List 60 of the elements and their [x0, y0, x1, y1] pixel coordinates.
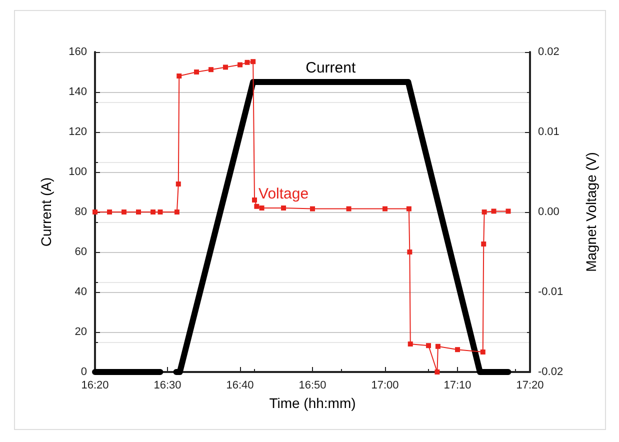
point — [176, 74, 182, 78]
point — [310, 206, 315, 212]
y-tick-label: 140 — [68, 86, 87, 98]
point — [174, 210, 180, 214]
point — [346, 206, 352, 212]
x-tick-label: 17:20 — [516, 380, 544, 392]
point — [194, 70, 200, 74]
point — [250, 59, 256, 64]
x-tick-label: 17:00 — [371, 380, 399, 392]
point — [150, 210, 156, 214]
point — [481, 242, 486, 246]
point — [158, 210, 163, 214]
point — [238, 62, 243, 68]
series-label: Current — [306, 60, 356, 76]
x-tick-label: 17:10 — [444, 380, 472, 392]
x-axis-title: Time (hh:mm) — [269, 395, 356, 411]
y2-axis-title: Magnet Voltage (V) — [583, 152, 599, 272]
point — [406, 206, 412, 212]
point — [434, 370, 440, 374]
series-label: Voltage — [258, 186, 309, 202]
point — [122, 210, 127, 214]
point — [244, 60, 250, 65]
point — [482, 210, 487, 214]
y2-tick-label: 0.02 — [538, 46, 560, 58]
point — [407, 250, 412, 254]
point — [208, 67, 214, 72]
point — [92, 210, 98, 214]
point — [252, 198, 258, 202]
point — [506, 208, 511, 214]
point — [259, 206, 264, 210]
point — [176, 182, 181, 186]
y2-tick-label: -0.01 — [538, 286, 564, 298]
y2-tick-label: 0.01 — [538, 126, 560, 138]
point — [408, 342, 413, 346]
y-tick-label: 100 — [68, 166, 87, 178]
point — [435, 344, 440, 349]
x-tick-label: 16:50 — [298, 380, 326, 392]
point — [491, 208, 496, 214]
y-axis-title: Current (A) — [38, 177, 54, 247]
point — [455, 347, 460, 352]
point — [223, 64, 228, 70]
point — [382, 206, 388, 212]
y-tick-label: 20 — [74, 326, 87, 338]
point — [281, 206, 286, 210]
point — [107, 210, 112, 214]
point — [254, 204, 260, 209]
y-tick-label: 60 — [74, 246, 87, 258]
x-tick-label: 16:40 — [226, 380, 254, 392]
y2-tick-label: -0.02 — [538, 366, 564, 378]
x-tick-label: 16:30 — [154, 380, 182, 392]
y-tick-label: 160 — [68, 46, 87, 58]
y-tick-label: 0 — [80, 366, 87, 378]
y2-tick-label: 0.00 — [538, 206, 560, 218]
x-tick-label: 16:20 — [81, 380, 109, 392]
y-tick-label: 40 — [74, 286, 87, 298]
y-tick-label: 120 — [68, 126, 87, 138]
point — [426, 343, 432, 348]
y-tick-label: 80 — [74, 206, 87, 218]
point — [480, 350, 486, 354]
point — [136, 210, 141, 214]
